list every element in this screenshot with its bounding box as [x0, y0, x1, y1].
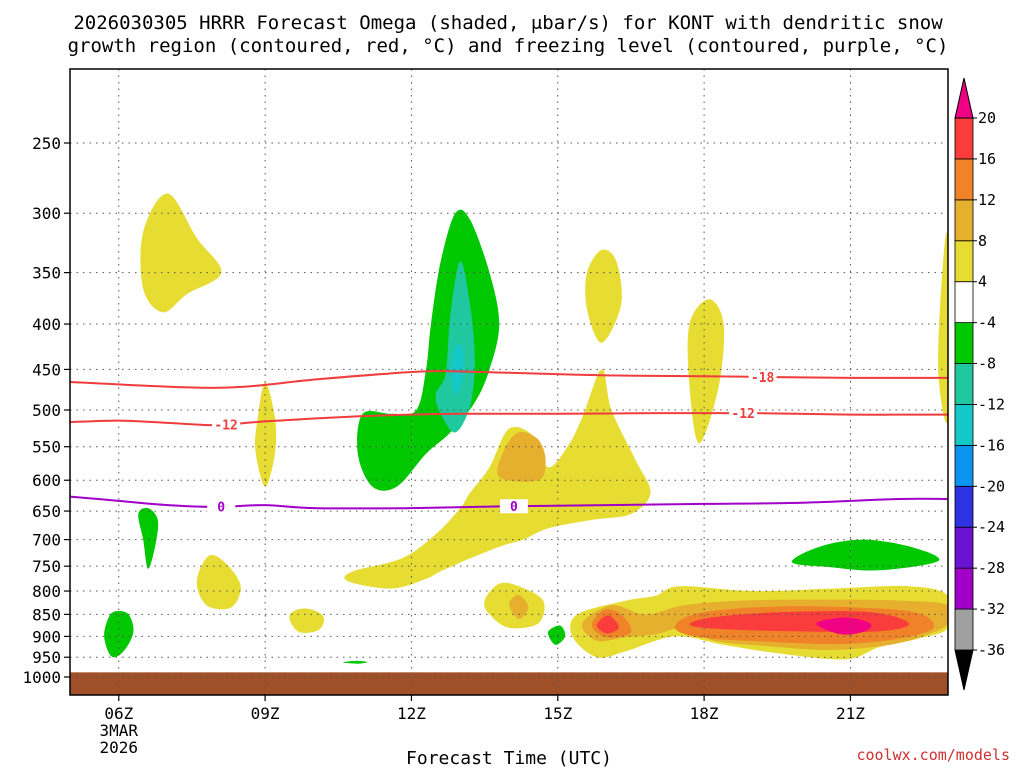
colorbar-swatch-9 [954, 240, 974, 283]
y-tick-label-500: 500 [32, 401, 61, 420]
y-tick-label-300: 300 [32, 204, 61, 223]
x-tick-label-12: 12Z [397, 704, 426, 723]
isotherm-label-bg-2 [729, 406, 758, 421]
plot-frame [69, 68, 949, 696]
colorbar-arrow-high [954, 77, 974, 119]
colorbar-label-6: -12 [978, 395, 1005, 413]
colorbar-swatch-6 [954, 363, 974, 405]
colorbar-swatch-4 [954, 444, 974, 487]
y-tick-label-250: 250 [32, 134, 61, 153]
chart-title-line1: 2026030305 HRRR Forecast Omega (shaded, … [73, 12, 943, 34]
y-tick-label-550: 550 [32, 438, 61, 457]
isotherm-label-bg-4 [499, 499, 528, 514]
omega-region-20 [816, 617, 872, 635]
colorbar-swatch-11 [954, 158, 974, 201]
y-tick-label-600: 600 [32, 471, 61, 490]
colorbar-label-12: 16 [978, 150, 996, 168]
colorbar-swatch-5 [954, 404, 974, 446]
colorbar-swatch-8 [954, 281, 974, 324]
x-tick-year: 2026 [100, 738, 139, 757]
colorbar-label-1: -32 [978, 600, 1005, 618]
y-tick-label-700: 700 [32, 531, 61, 550]
isotherm-label-bg-3 [207, 499, 236, 514]
isotherm-label-bg-1 [212, 417, 241, 432]
x-tick-label-18: 18Z [690, 704, 719, 723]
isotherm-label-0: -18 [751, 371, 775, 386]
omega-region-22 [104, 611, 134, 658]
chart-title-line2: growth region (contoured, red, °C) and f… [68, 35, 949, 57]
isotherm-label-2: -12 [731, 407, 754, 422]
omega-region-24 [547, 625, 566, 645]
colorbar-swatch-2 [954, 526, 974, 569]
y-tick-label-750: 750 [32, 557, 61, 576]
colorbar-label-3: -24 [978, 518, 1005, 536]
colorbar-label-8: -4 [978, 314, 996, 332]
isotherm-line-1 [70, 411, 948, 427]
omega-region-2 [450, 344, 464, 395]
colorbar-arrow-low [954, 649, 974, 691]
y-tick-label-900: 900 [32, 627, 61, 646]
x-axis-label: Forecast Time (UTC) [406, 748, 612, 768]
credit-link[interactable]: coolwx.com/models [856, 746, 1010, 764]
colorbar-label-5: -16 [978, 436, 1005, 454]
omega-region-21 [138, 507, 159, 569]
colorbar-label-10: 8 [978, 232, 987, 250]
y-tick-label-1000: 1000 [22, 668, 61, 687]
ground-fill [70, 672, 948, 695]
omega-colorbar: -36 -32 -28 -24 -20 -16 -12 -8 -4 4 8 12 16 20 [954, 77, 1005, 691]
omega-region-1 [435, 261, 475, 433]
plot-area: -18 -12 -12 0 0 [69, 68, 949, 696]
omega-region-23 [791, 539, 940, 571]
isotherm-label-3: 0 [217, 501, 225, 516]
y-tick-label-800: 800 [32, 582, 61, 601]
colorbar-swatch-0 [954, 608, 974, 651]
omega-region-13 [497, 432, 546, 482]
x-tick-date: 3MAR [100, 721, 139, 740]
omega-region-7 [585, 249, 622, 343]
colorbar-label-7: -8 [978, 355, 996, 373]
x-tick-label-6: 06Z [104, 704, 133, 723]
y-tick-label-950: 950 [32, 648, 61, 667]
omega-region-14 [509, 594, 529, 619]
colorbar-swatch-12 [954, 117, 974, 160]
isotherm-label-4: 0 [510, 500, 518, 515]
x-tick-label-15: 15Z [543, 704, 572, 723]
omega-region-8 [687, 299, 725, 444]
y-tick-label-850: 850 [32, 605, 61, 624]
y-tick-label-350: 350 [32, 264, 61, 283]
x-tick-label-9: 09Z [251, 704, 280, 723]
temperature-contours: -18 -12 -12 0 0 [70, 369, 948, 516]
colorbar-label-0: -36 [978, 641, 1005, 659]
isotherm-label-1: -12 [214, 418, 237, 433]
colorbar-label-4: -20 [978, 477, 1005, 495]
omega-shading [70, 193, 948, 695]
omega-region-10 [344, 369, 651, 589]
omega-region-25 [343, 660, 368, 664]
y-tick-label-650: 650 [32, 502, 61, 521]
colorbar-label-9: 4 [978, 273, 987, 291]
colorbar-swatch-10 [954, 199, 974, 242]
isotherm-label-bg-0 [748, 369, 777, 384]
colorbar-label-11: 12 [978, 191, 996, 209]
y-tick-label-450: 450 [32, 360, 61, 379]
grid-lines [70, 69, 948, 695]
colorbar-label-13: 20 [978, 109, 996, 127]
colorbar-swatch-1 [954, 567, 974, 610]
colorbar-swatch-7 [954, 322, 974, 364]
isotherm-line-3 [70, 495, 948, 510]
y-tick-label-400: 400 [32, 315, 61, 334]
omega-region-5 [196, 554, 241, 610]
isotherm-line-0 [70, 370, 948, 389]
omega-region-9 [938, 232, 948, 424]
y-axis-pressure: 250 300 350 400 450 500 550 600 650 700 750 800 850 9… [22, 134, 70, 687]
colorbar-label-2: -28 [978, 559, 1005, 577]
x-tick-label-21: 21Z [836, 704, 865, 723]
colorbar-swatch-3 [954, 485, 974, 528]
omega-region-18 [596, 615, 619, 634]
omega-region-3 [140, 193, 222, 313]
